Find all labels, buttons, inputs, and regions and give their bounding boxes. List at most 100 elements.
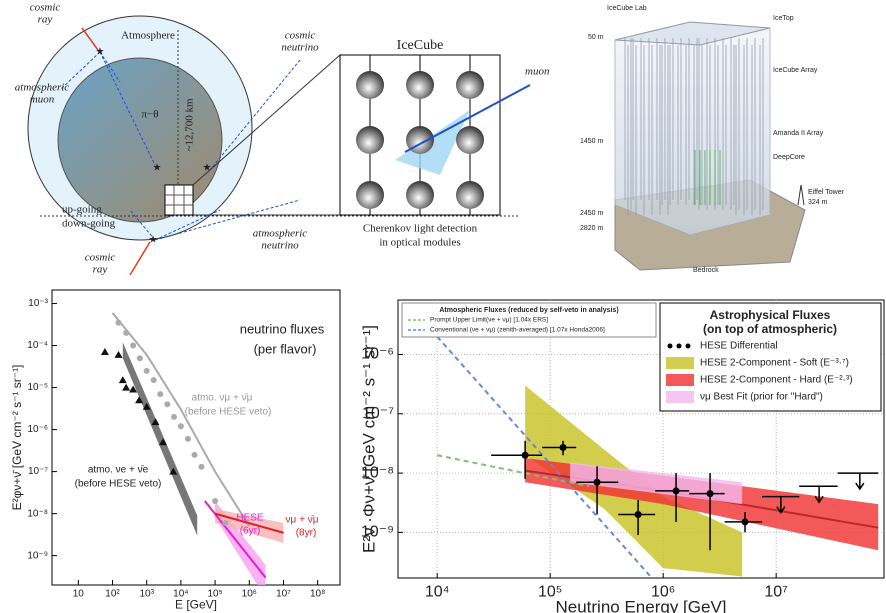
y-axis-label: E²ν ·Φν+ν̄ [GeV cm⁻² s⁻¹ sr⁻¹] [359,325,378,553]
x-axis-label: E [GeV] [175,598,217,612]
point [123,329,130,336]
eiffel-icon [797,184,805,206]
zoom-lines [192,54,341,216]
label: up-going [62,204,102,216]
x-tick-label: 10² [105,589,120,600]
legend-box [401,302,657,338]
label: Atmosphere [121,30,175,42]
legend-marker [666,374,694,386]
label: DeepCore [773,154,805,161]
x-tick-label: 10³ [139,589,154,600]
x-tick-label: 10⁴ [425,584,450,601]
point [150,377,157,384]
label: 2450 m [580,210,604,217]
label: atmospheric [15,82,70,94]
x-tick-label: 10⁷ [276,589,291,600]
legend-box [659,302,882,412]
point [169,467,178,475]
label: 324 m [808,199,828,206]
point [191,451,198,458]
line [204,500,267,579]
y-tick-label: 10⁻⁵ [27,382,48,393]
star: ★ [153,163,162,174]
point [151,418,160,426]
point [142,402,151,410]
label: muon [525,66,550,78]
label: down-going [62,218,116,230]
point [593,478,601,486]
point [159,438,168,446]
modules [356,71,484,209]
label: atmospheric [253,228,308,240]
label: cosmic [30,2,61,14]
label: IceTop [773,15,794,22]
detector-grid [165,185,193,215]
annotation: atmo. νμ + ν̄μ [192,393,253,404]
point [559,444,567,452]
particle-paths [59,51,301,241]
y-tick-label: 10⁻⁹ [361,524,394,541]
point [521,451,529,459]
y-tick-label: 10⁻⁴ [27,340,48,351]
star: ★ [149,235,158,246]
line [436,335,654,578]
y-tick-label: 10⁻⁸ [27,508,48,519]
label: Bedrock [693,267,719,274]
line [436,454,590,488]
annotation: (6yr) [240,526,261,537]
line [111,312,251,527]
x-tick-label: 10⁷ [764,584,788,601]
point [130,342,137,349]
point [164,401,171,408]
point [212,497,219,504]
label: in optical modules [379,237,460,249]
label: Eiffel Tower [808,189,845,196]
point [136,355,143,362]
x-tick-label: 10⁶ [651,584,675,601]
band [122,342,198,536]
y-tick-label: 10⁻³ [28,298,48,309]
earth-circle [57,57,223,223]
annotation: νμ + ν̄μ [286,515,319,526]
label: IceCube [397,38,444,53]
legend-title: (on top of atmospheric) [703,322,837,336]
y-tick-label: 10⁻⁷ [28,466,48,477]
point [706,490,714,498]
label: 1450 m [580,138,604,145]
label: 50 m [588,34,604,41]
annotation: (8yr) [296,528,317,539]
point [115,319,122,326]
legend-title: Astrophysical Fluxes [710,308,831,322]
legend-label: Prompt Upper Limit(νe + νμ) [1.04x ERS] [430,317,548,324]
x-tick-label: 10⁴ [173,589,188,600]
x-tick-label: 10⁵ [538,584,562,601]
legend-marker [667,343,673,349]
y-tick-label: 10⁻⁶ [361,346,394,363]
label: π−θ [141,109,158,121]
label: neutrino [261,240,299,252]
point [118,376,127,384]
x-axis-label: Neutrino Energy [GeV] [555,597,726,613]
star: ★ [203,163,212,174]
point [634,511,642,519]
point [184,435,191,442]
plot-area [100,312,284,585]
detector-box [164,184,194,216]
annotation: (before HESE veto) [75,479,162,490]
legend-marker [685,343,691,349]
upper-limit [814,486,824,504]
upper-limit [776,496,786,515]
label: cosmic [285,30,316,42]
point [122,383,131,391]
legend-label: νμ Best Fit (prior for "Hard") [700,392,823,403]
label: IceCube Array [773,67,818,74]
point [100,348,109,356]
x-tick-label: 10 [73,589,85,600]
line [214,512,284,534]
atmosphere-diagram: ★ ★ ★ ★ cosmic ray Atmosphere cosmic neu… [15,2,520,276]
annotation: (per flavor) [254,341,317,356]
point [143,367,150,374]
y-tick-label: 10⁻⁹ [27,550,48,561]
point [157,391,164,398]
